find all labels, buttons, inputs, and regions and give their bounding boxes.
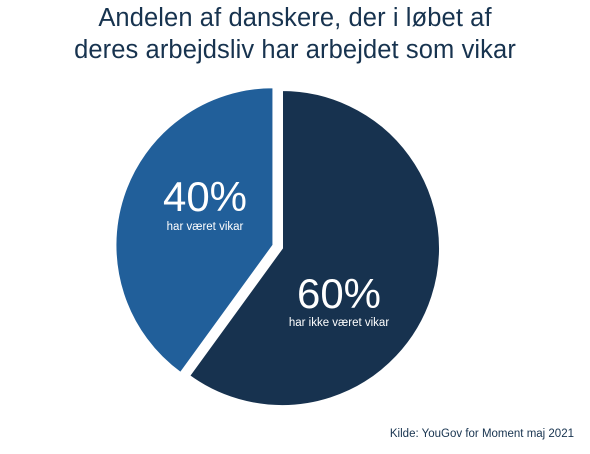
slice-label-group-1: 40% har været vikar — [163, 173, 247, 233]
source-note: Kilde: YouGov for Moment maj 2021 — [389, 428, 574, 440]
pie-slice-1 — [114, 86, 275, 375]
chart-title: Andelen af danskere, der i løbet af dere… — [0, 2, 590, 66]
slice-value-label-0: 60% — [297, 270, 381, 317]
chart-title-line-1: Andelen af danskere, der i løbet af — [98, 4, 492, 32]
slice-value-label-1: 40% — [163, 173, 247, 220]
slice-label-group-0: 60% har ikke været vikar — [289, 270, 390, 329]
slice-category-label-0: har ikke været vikar — [289, 317, 390, 329]
pie-slice-0 — [187, 88, 441, 407]
chart-title-line-2: deres arbejdsliv har arbejdet som vikar — [74, 36, 516, 64]
slice-category-label-1: har været vikar — [167, 221, 244, 233]
pie-slices — [114, 86, 441, 407]
